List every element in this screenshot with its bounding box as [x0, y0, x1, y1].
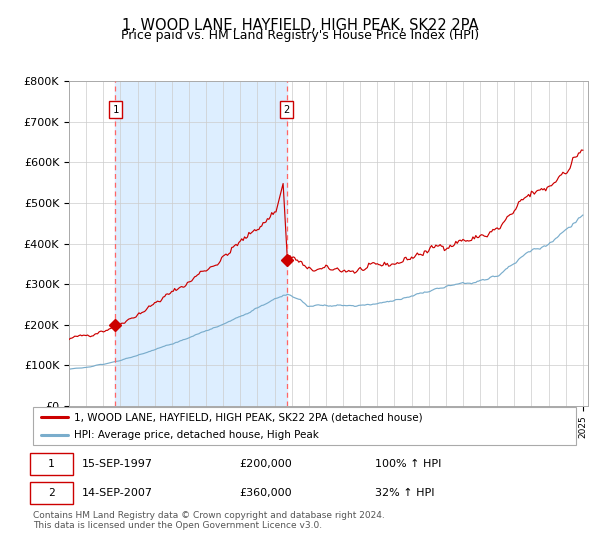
Text: 2: 2: [284, 105, 290, 115]
FancyBboxPatch shape: [30, 452, 73, 475]
Text: HPI: Average price, detached house, High Peak: HPI: Average price, detached house, High…: [74, 430, 319, 440]
Text: 15-SEP-1997: 15-SEP-1997: [82, 459, 153, 469]
Bar: [115, 81, 287, 406]
Text: 1, WOOD LANE, HAYFIELD, HIGH PEAK, SK22 2PA (detached house): 1, WOOD LANE, HAYFIELD, HIGH PEAK, SK22 …: [74, 412, 422, 422]
FancyBboxPatch shape: [30, 482, 73, 505]
Text: Contains HM Land Registry data © Crown copyright and database right 2024.
This d: Contains HM Land Registry data © Crown c…: [33, 511, 385, 530]
Text: Price paid vs. HM Land Registry's House Price Index (HPI): Price paid vs. HM Land Registry's House …: [121, 29, 479, 42]
Text: 32% ↑ HPI: 32% ↑ HPI: [375, 488, 434, 498]
Text: 14-SEP-2007: 14-SEP-2007: [82, 488, 153, 498]
FancyBboxPatch shape: [33, 407, 576, 445]
Text: 100% ↑ HPI: 100% ↑ HPI: [375, 459, 442, 469]
Text: 1: 1: [48, 459, 55, 469]
Text: 1, WOOD LANE, HAYFIELD, HIGH PEAK, SK22 2PA: 1, WOOD LANE, HAYFIELD, HIGH PEAK, SK22 …: [122, 18, 478, 33]
Text: £200,000: £200,000: [239, 459, 292, 469]
Text: 2: 2: [48, 488, 55, 498]
Text: £360,000: £360,000: [239, 488, 292, 498]
Text: 1: 1: [112, 105, 119, 115]
